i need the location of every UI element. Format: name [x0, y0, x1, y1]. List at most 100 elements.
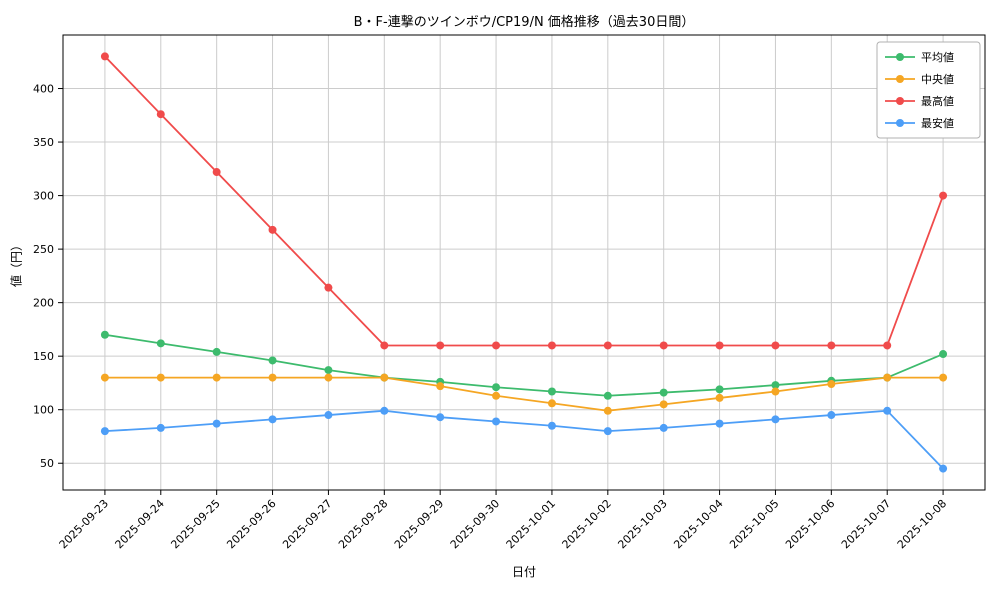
x-axis-label: 日付	[511, 565, 536, 579]
series-marker-average	[603, 391, 612, 400]
x-tick-label: 2025-10-06	[783, 497, 837, 551]
series-marker-average	[492, 383, 501, 392]
series-marker-median	[547, 399, 556, 408]
series-marker-max	[547, 341, 556, 350]
series-marker-max	[268, 225, 277, 234]
series-marker-median	[380, 373, 389, 382]
y-tick-label: 350	[33, 136, 54, 149]
x-tick-label: 2025-09-25	[168, 497, 222, 551]
series-marker-max	[436, 341, 445, 350]
series-marker-max	[715, 341, 724, 350]
series-marker-average	[156, 339, 165, 348]
x-tick-label: 2025-09-24	[113, 497, 167, 551]
legend-marker-min	[896, 119, 904, 127]
chart-title: B・F-連撃のツインボウ/CP19/N 価格推移（過去30日間）	[353, 15, 695, 30]
y-tick-label: 400	[33, 83, 54, 96]
series-marker-median	[212, 373, 221, 382]
series-line-median	[104, 376, 944, 412]
series-marker-average	[659, 388, 668, 397]
legend-marker-median	[896, 75, 904, 83]
series-marker-min	[659, 423, 668, 432]
series-marker-average	[100, 330, 109, 339]
y-tick-label: 100	[33, 404, 54, 417]
x-tick-label: 2025-10-05	[727, 497, 781, 551]
series-marker-min	[268, 415, 277, 424]
series-marker-max	[659, 341, 668, 350]
series-marker-min	[100, 427, 109, 436]
y-axis-label: 値（円）	[9, 238, 24, 288]
legend-marker-average	[896, 53, 904, 61]
plot-border	[62, 34, 986, 491]
series-marker-min	[547, 421, 556, 430]
series-marker-min	[715, 419, 724, 428]
series-marker-max	[156, 110, 165, 119]
series-marker-average	[939, 350, 948, 359]
series-marker-max	[883, 341, 892, 350]
series-line-max	[104, 55, 944, 347]
series-marker-max	[492, 341, 501, 350]
y-tick-label: 300	[33, 190, 54, 203]
series-marker-median	[659, 400, 668, 409]
series-marker-min	[156, 423, 165, 432]
x-tick-label: 2025-10-03	[615, 497, 669, 551]
series-marker-median	[883, 373, 892, 382]
series-marker-min	[883, 406, 892, 415]
x-tick-label: 2025-10-04	[671, 497, 725, 551]
legend-box	[876, 41, 981, 139]
series-line-average	[104, 333, 944, 397]
legend-label-min: 最安値	[921, 116, 954, 130]
series-marker-median	[324, 373, 333, 382]
x-tick-label: 2025-10-02	[560, 497, 614, 551]
series-marker-max	[212, 168, 221, 177]
series-marker-min	[436, 413, 445, 422]
series-marker-min	[771, 415, 780, 424]
series-marker-max	[771, 341, 780, 350]
x-tick-label: 2025-09-29	[392, 497, 446, 551]
x-tick-label: 2025-09-26	[224, 497, 278, 551]
series-marker-average	[212, 347, 221, 356]
series-marker-max	[939, 191, 948, 200]
series-marker-average	[771, 381, 780, 390]
series-marker-min	[212, 419, 221, 428]
series-marker-median	[156, 373, 165, 382]
series-marker-min	[492, 417, 501, 426]
series-line-min	[104, 409, 944, 470]
series-marker-min	[324, 411, 333, 420]
x-tick-label: 2025-09-28	[336, 497, 390, 551]
series-marker-median	[268, 373, 277, 382]
series-marker-max	[324, 283, 333, 292]
series-marker-median	[492, 391, 501, 400]
series-marker-median	[715, 393, 724, 402]
series-marker-min	[827, 411, 836, 420]
series-marker-min	[939, 464, 948, 473]
x-tick-label: 2025-09-27	[280, 497, 334, 551]
x-tick-label: 2025-09-23	[57, 497, 111, 551]
series-marker-average	[715, 385, 724, 394]
y-tick-label: 250	[33, 243, 54, 256]
series-marker-average	[324, 366, 333, 375]
x-tick-label: 2025-10-08	[895, 497, 949, 551]
series-marker-max	[827, 341, 836, 350]
y-tick-label: 200	[33, 297, 54, 310]
legend-label-max: 最高値	[921, 94, 954, 108]
series-marker-median	[827, 380, 836, 389]
series-marker-min	[380, 406, 389, 415]
series-marker-median	[771, 387, 780, 396]
series-marker-median	[939, 373, 948, 382]
series-marker-median	[603, 406, 612, 415]
legend-label-average: 平均値	[921, 51, 954, 64]
y-tick-label: 150	[33, 350, 54, 363]
series-marker-max	[100, 52, 109, 61]
legend-marker-max	[896, 97, 904, 105]
x-tick-label: 2025-10-07	[839, 497, 893, 551]
series-marker-median	[100, 373, 109, 382]
series-marker-median	[436, 382, 445, 391]
plot-area	[63, 35, 985, 490]
y-tick-label: 50	[40, 457, 54, 470]
x-tick-label: 2025-10-01	[504, 497, 558, 551]
series-marker-average	[268, 356, 277, 365]
legend-label-median: 中央値	[921, 73, 954, 86]
series-marker-max	[380, 341, 389, 350]
